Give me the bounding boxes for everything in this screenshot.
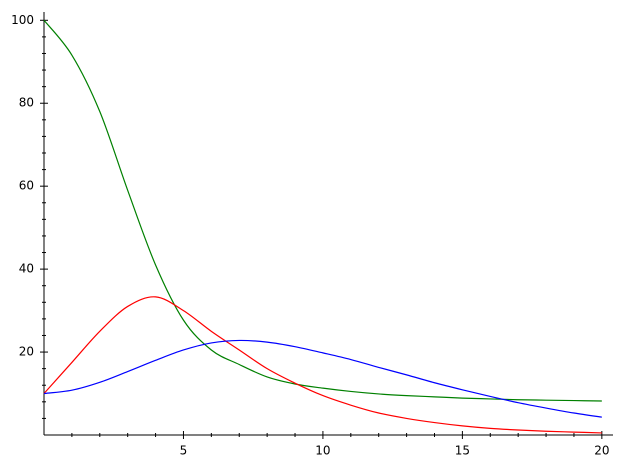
x-tick-label: 5 (180, 444, 188, 458)
line-series (43, 339, 602, 418)
x-tick-label: 15 (455, 444, 470, 458)
y-tick-label: 20 (19, 345, 34, 359)
y-tick-label: 60 (19, 179, 34, 193)
line-series (43, 19, 602, 402)
x-tick-label: 20 (594, 444, 609, 458)
x-tick-label: 10 (315, 444, 330, 458)
line-series (43, 296, 602, 434)
y-tick-label: 40 (19, 262, 34, 276)
y-tick-label: 100 (11, 13, 34, 27)
y-tick-label: 80 (19, 96, 34, 110)
